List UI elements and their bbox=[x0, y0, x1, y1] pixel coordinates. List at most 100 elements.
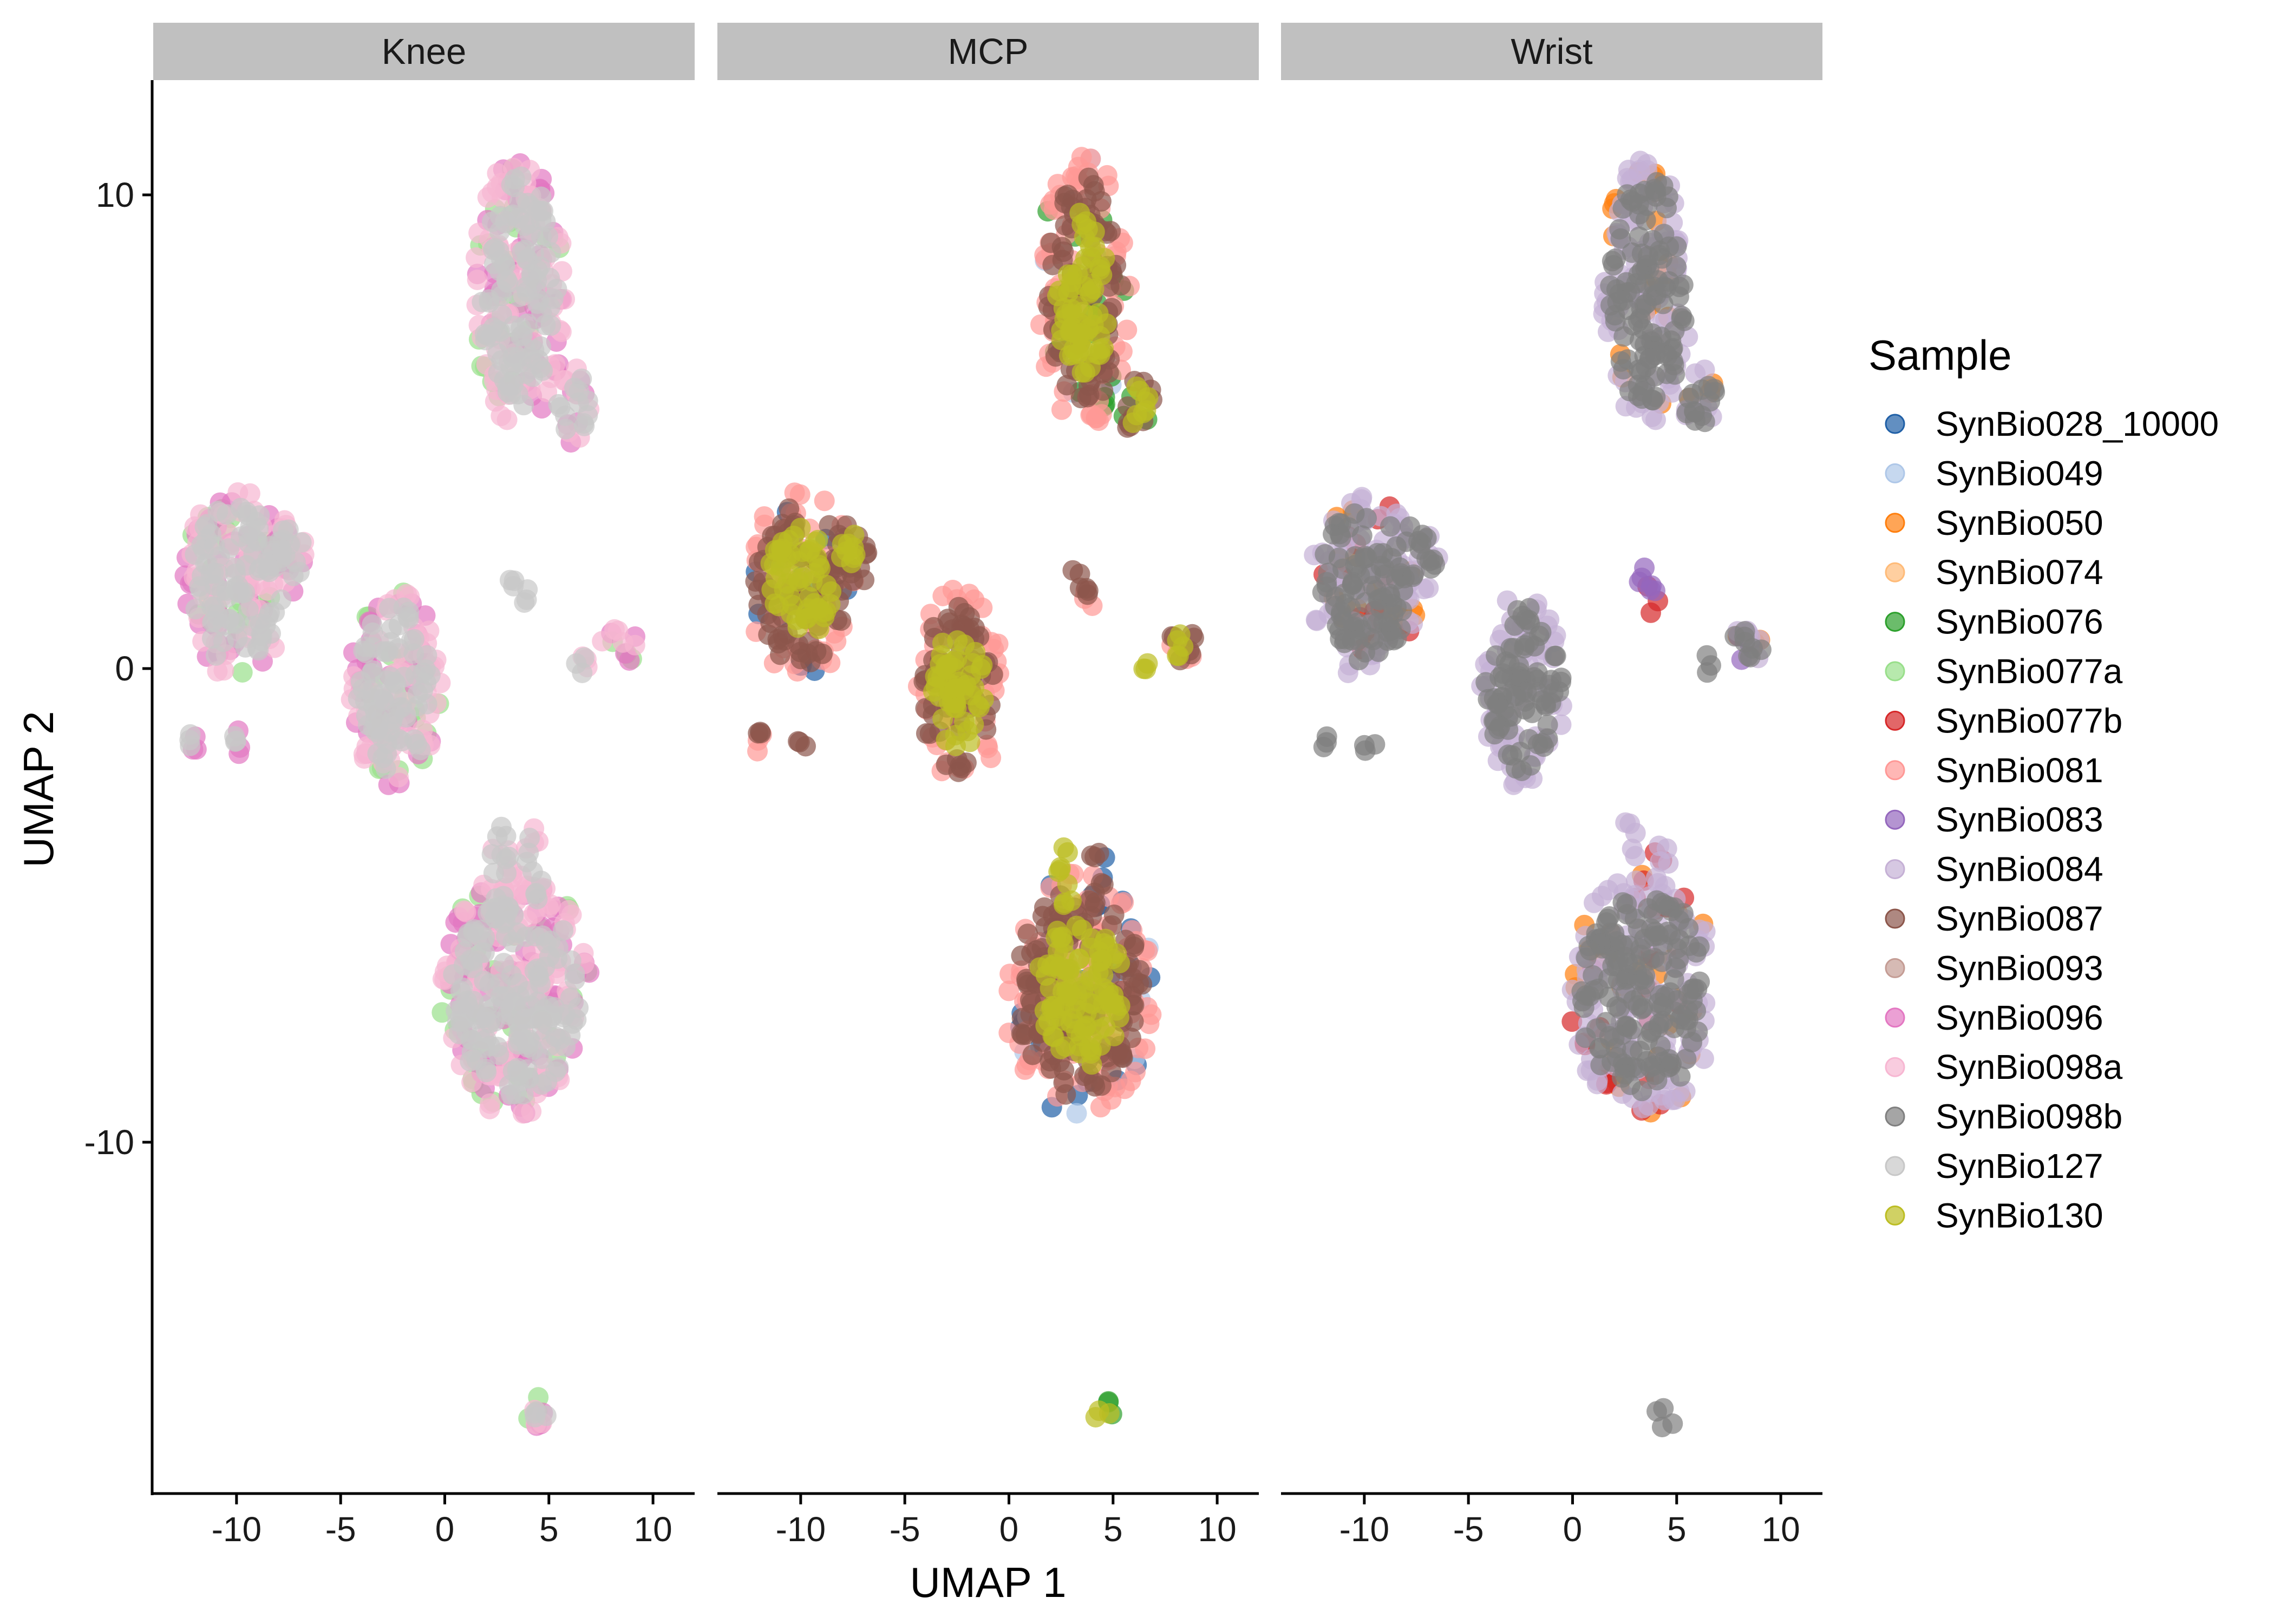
legend: Sample SynBio028_10000 SynBio049 SynBio050… bbox=[1868, 331, 2219, 1235]
data-point bbox=[521, 1101, 542, 1122]
data-point bbox=[1599, 906, 1620, 927]
data-point bbox=[1390, 618, 1411, 639]
data-point bbox=[496, 902, 518, 923]
data-point bbox=[779, 586, 800, 607]
data-point bbox=[1123, 977, 1145, 998]
legend-key bbox=[1885, 1156, 1905, 1176]
data-point bbox=[490, 973, 511, 994]
data-point bbox=[1475, 672, 1497, 693]
data-point bbox=[507, 973, 528, 994]
data-point bbox=[511, 326, 531, 347]
data-point bbox=[1645, 921, 1666, 942]
legend-key bbox=[1885, 809, 1905, 830]
data-point bbox=[977, 737, 998, 758]
data-point bbox=[1598, 986, 1619, 1007]
data-point bbox=[572, 663, 593, 683]
x-tick-label: 5 bbox=[539, 1510, 559, 1549]
data-point bbox=[1078, 167, 1099, 188]
data-point bbox=[1125, 1062, 1146, 1083]
data-point bbox=[1068, 343, 1089, 363]
data-point bbox=[1061, 321, 1082, 342]
data-point bbox=[760, 553, 781, 574]
data-point bbox=[1698, 376, 1719, 397]
data-point bbox=[1084, 882, 1105, 903]
legend-label: SynBio074 bbox=[1936, 553, 2103, 592]
legend-label: SynBio028_10000 bbox=[1936, 404, 2219, 443]
data-point bbox=[1066, 1103, 1087, 1124]
data-point bbox=[1316, 572, 1337, 593]
data-point bbox=[1093, 965, 1114, 985]
data-point bbox=[1135, 1038, 1156, 1059]
data-point bbox=[1537, 715, 1558, 735]
legend-key bbox=[1885, 710, 1905, 731]
legend-label: SynBio077b bbox=[1936, 701, 2122, 740]
data-point bbox=[235, 637, 256, 658]
data-point bbox=[491, 405, 512, 427]
panel-points-knee bbox=[174, 153, 645, 1436]
data-point bbox=[413, 680, 433, 701]
data-point bbox=[532, 360, 553, 381]
data-point bbox=[1599, 1026, 1620, 1047]
data-point bbox=[1653, 1398, 1674, 1419]
data-point bbox=[1628, 375, 1649, 396]
data-point bbox=[1055, 1084, 1076, 1105]
data-point bbox=[532, 1049, 553, 1069]
data-point bbox=[473, 931, 494, 952]
data-point bbox=[207, 501, 228, 522]
legend-key bbox=[1885, 1205, 1905, 1226]
data-point bbox=[1637, 195, 1658, 217]
data-point bbox=[1617, 184, 1638, 205]
data-point bbox=[1035, 1016, 1056, 1036]
data-point bbox=[489, 206, 511, 227]
data-point bbox=[1724, 626, 1746, 647]
data-point bbox=[788, 731, 808, 752]
legend-key bbox=[1885, 1007, 1905, 1028]
data-point bbox=[1069, 948, 1090, 969]
data-point bbox=[185, 599, 206, 620]
data-point bbox=[1306, 610, 1327, 631]
data-point bbox=[1325, 595, 1346, 617]
data-point bbox=[774, 630, 795, 651]
data-point bbox=[1587, 1070, 1608, 1091]
data-point bbox=[1373, 543, 1394, 564]
x-tick-label: -10 bbox=[212, 1510, 262, 1549]
data-point bbox=[493, 953, 514, 974]
data-point bbox=[527, 958, 548, 979]
data-point bbox=[1524, 636, 1545, 657]
data-point bbox=[238, 599, 259, 620]
data-point bbox=[1579, 985, 1600, 1006]
data-point bbox=[1090, 191, 1112, 212]
data-point bbox=[812, 643, 833, 664]
data-point bbox=[1641, 1022, 1662, 1043]
facet-strips: Knee MCP Wrist bbox=[153, 23, 1822, 80]
data-point bbox=[1488, 693, 1509, 713]
data-point bbox=[1640, 348, 1661, 369]
data-point bbox=[1106, 1000, 1127, 1021]
data-point bbox=[781, 603, 802, 624]
legend-label: SynBio076 bbox=[1936, 603, 2103, 641]
legend-key bbox=[1885, 908, 1905, 929]
data-point bbox=[1612, 290, 1633, 311]
panel-points-wrist bbox=[1304, 150, 1772, 1438]
data-point bbox=[1344, 503, 1365, 524]
data-point bbox=[624, 634, 645, 656]
data-point bbox=[527, 200, 548, 221]
data-point bbox=[255, 615, 276, 636]
data-point bbox=[1342, 572, 1363, 593]
legend-key bbox=[1885, 414, 1905, 434]
data-point bbox=[467, 270, 488, 290]
data-point bbox=[1362, 575, 1383, 597]
legend-label: SynBio084 bbox=[1936, 850, 2103, 889]
legend-key bbox=[1885, 463, 1905, 483]
data-point bbox=[291, 532, 312, 553]
data-point bbox=[479, 292, 500, 313]
data-point bbox=[531, 1074, 552, 1095]
data-point bbox=[1613, 359, 1634, 380]
y-axis-title: UMAP 2 bbox=[15, 711, 62, 868]
data-point bbox=[1548, 681, 1570, 702]
x-tick-label: 10 bbox=[1761, 1510, 1800, 1549]
data-point bbox=[204, 575, 225, 596]
facet-label-mcp: MCP bbox=[948, 31, 1029, 72]
data-point bbox=[962, 653, 983, 674]
data-point bbox=[207, 661, 228, 682]
